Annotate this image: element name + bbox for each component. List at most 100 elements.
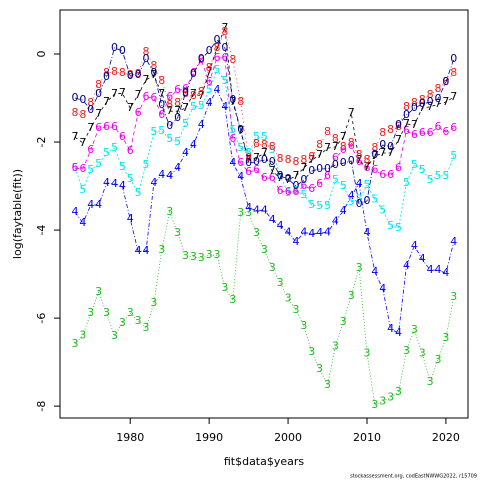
point-symbol: 5 [356, 192, 363, 205]
point-symbol: 7 [253, 151, 260, 164]
point-symbol: 6 [95, 121, 102, 134]
point-symbol: 0 [127, 69, 134, 82]
point-symbol: 4 [143, 244, 150, 257]
point-symbol: 8 [419, 93, 426, 106]
point-symbol: 3 [308, 345, 315, 358]
point-symbol: 5 [411, 158, 418, 171]
point-symbol: 6 [127, 144, 134, 157]
point-symbol: 3 [127, 306, 134, 319]
point-symbol: 4 [253, 203, 260, 216]
point-symbol: 7 [174, 104, 181, 117]
point-symbol: 4 [158, 168, 165, 181]
point-symbol: 0 [229, 93, 236, 106]
point-symbol: 0 [79, 93, 86, 106]
point-symbol: 0 [387, 140, 394, 153]
point-symbol: 3 [111, 329, 118, 342]
point-symbol: 6 [206, 75, 213, 88]
point-symbol: 5 [442, 169, 449, 182]
point-symbol: 5 [316, 199, 323, 212]
point-symbol: 0 [237, 123, 244, 136]
point-symbol: 3 [387, 390, 394, 403]
point-symbol: 7 [221, 21, 228, 34]
footer: stockassessment.org, codEastNWWG2022, r1… [350, 474, 477, 480]
point-symbol: 0 [348, 154, 355, 167]
point-symbol: 0 [253, 155, 260, 168]
y-tick-label: -6 [35, 313, 48, 324]
point-symbol: 6 [87, 143, 94, 156]
point-symbol: 4 [332, 214, 339, 227]
point-symbol: 3 [261, 243, 268, 256]
point-symbol: 3 [356, 261, 363, 274]
point-symbol: 3 [316, 362, 323, 375]
point-symbol: 7 [379, 146, 386, 159]
point-symbol: 0 [371, 148, 378, 161]
point-symbol: 8 [214, 41, 221, 54]
point-symbol: 5 [174, 135, 181, 148]
point-symbol: 6 [214, 51, 221, 64]
point-symbol: 0 [103, 70, 110, 83]
point-symbol: 3 [87, 306, 94, 319]
point-symbol: 4 [419, 252, 426, 265]
point-symbol: 8 [182, 87, 189, 100]
point-symbol: 5 [340, 179, 347, 192]
point-symbol: 7 [348, 106, 355, 119]
point-symbol: 0 [269, 155, 276, 168]
point-symbol: 7 [190, 87, 197, 100]
point-symbol: 7 [363, 160, 370, 173]
point-symbol: 6 [158, 108, 165, 121]
point-symbol: 6 [411, 128, 418, 141]
y-axis-label: log(faytable(fit)) [11, 169, 24, 259]
point-symbol: 4 [308, 227, 315, 240]
point-symbol: 8 [300, 153, 307, 166]
point-symbol: 5 [214, 63, 221, 76]
point-symbol: 6 [150, 91, 157, 104]
point-symbol: 4 [285, 225, 292, 238]
point-symbol: 6 [269, 171, 276, 184]
point-symbol: 0 [435, 92, 442, 105]
point-symbol: 3 [79, 328, 86, 341]
point-symbol: 5 [198, 99, 205, 112]
point-symbol: 0 [292, 179, 299, 192]
point-symbol: 6 [292, 185, 299, 198]
point-symbol: 4 [356, 177, 363, 190]
point-symbol: 6 [237, 156, 244, 169]
point-symbol: 5 [119, 160, 126, 173]
point-symbol: 5 [324, 199, 331, 212]
point-symbol: 0 [150, 66, 157, 79]
point-symbol: 5 [348, 195, 355, 208]
point-symbol: 0 [363, 194, 370, 207]
point-symbol: 4 [450, 235, 457, 248]
point-symbol: 8 [285, 153, 292, 166]
point-symbol: 8 [166, 98, 173, 111]
point-symbol: 6 [111, 120, 118, 133]
point-symbol: 4 [87, 198, 94, 211]
point-symbol: 3 [166, 205, 173, 218]
point-symbol: 3 [190, 250, 197, 263]
point-symbol: 8 [363, 153, 370, 166]
point-symbol: 7 [119, 86, 126, 99]
point-symbol: 6 [403, 124, 410, 137]
point-symbol: 8 [158, 74, 165, 87]
point-symbol: 3 [395, 385, 402, 398]
point-symbol: 7 [316, 148, 323, 161]
point-symbol: 7 [135, 88, 142, 101]
point-symbol: 0 [411, 101, 418, 114]
point-symbol: 0 [198, 52, 205, 65]
point-symbol: 3 [403, 344, 410, 357]
point-symbol: 3 [119, 316, 126, 329]
y-tick-label: 0 [35, 51, 48, 58]
point-symbol: 5 [95, 157, 102, 170]
point-symbol: 0 [277, 169, 284, 182]
point-symbol: 3 [214, 248, 221, 261]
point-symbol: 7 [111, 87, 118, 100]
point-symbol: 5 [308, 198, 315, 211]
point-symbol: 6 [103, 120, 110, 133]
point-symbol: 7 [245, 153, 252, 166]
point-symbol: 3 [371, 398, 378, 411]
series-line [74, 39, 455, 205]
point-symbol: 8 [356, 148, 363, 161]
point-symbol: 0 [308, 164, 315, 177]
point-symbol: 6 [324, 169, 331, 182]
point-symbol: 5 [419, 163, 426, 176]
point-symbol: 4 [198, 118, 205, 131]
